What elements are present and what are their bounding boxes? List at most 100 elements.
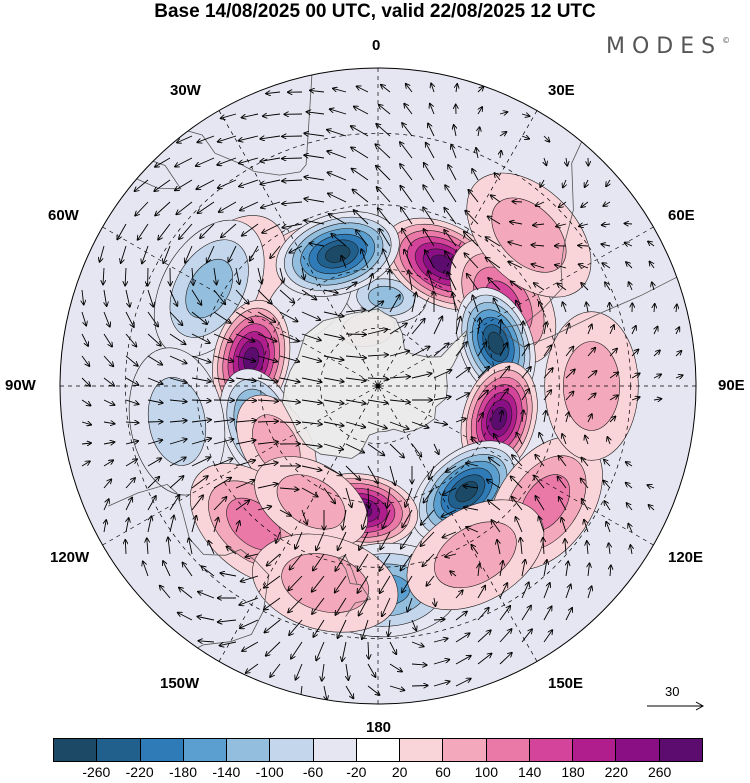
- wind-vector-52: [400, 142, 413, 159]
- wind-vector-196: [467, 274, 479, 291]
- anomaly-contour-9-6: [487, 331, 505, 355]
- anomaly-contour-23-1: [281, 553, 370, 613]
- wind-vector-153: [103, 267, 104, 284]
- longitude-label-120w: 120W: [50, 549, 90, 566]
- wind-vector-164: [361, 249, 369, 269]
- wind-vector-384: [411, 443, 421, 457]
- wind-vector-454: [301, 509, 307, 524]
- wind-vector-480: [316, 531, 325, 550]
- wind-vector-296: [235, 377, 256, 381]
- wind-vector-608: [324, 685, 327, 700]
- wind-vector-350: [213, 420, 234, 422]
- wind-vector-472: [126, 518, 129, 533]
- wind-vector-260: [676, 327, 679, 335]
- wind-vector-331: [389, 400, 410, 402]
- wind-vector-579: [198, 641, 215, 642]
- wind-vector-268: [235, 355, 255, 361]
- polar-stereographic-map[interactable]: [0, 0, 750, 735]
- wind-vector-566: [289, 619, 303, 635]
- wind-vector-177: [650, 262, 655, 269]
- wind-vector-44: [217, 157, 237, 165]
- wind-vector-338: [543, 390, 551, 401]
- wind-vector-91: [352, 190, 369, 203]
- wind-vector-67: [282, 180, 303, 181]
- wind-vector-341: [609, 395, 618, 401]
- wind-vector-12: [263, 114, 281, 116]
- wind-vector-610: [367, 685, 380, 695]
- wind-vector-326: [279, 400, 300, 402]
- anomaly-contour-0-2: [368, 285, 404, 309]
- wind-vector-508: [401, 553, 413, 570]
- wind-vector-200: [557, 283, 567, 291]
- wind-vector-139: [356, 230, 369, 247]
- wind-vector-151: [625, 243, 633, 246]
- wind-vector-298: [279, 377, 300, 382]
- wind-vector-71: [376, 166, 391, 181]
- wind-vector-486: [443, 531, 457, 538]
- wind-vector-576: [521, 606, 531, 621]
- wind-vector-278: [455, 342, 467, 357]
- wind-vector-590: [455, 633, 470, 643]
- wind-vector-237: [169, 333, 186, 344]
- wind-vector-561: [178, 613, 193, 621]
- wind-vector-439: [534, 476, 545, 489]
- wind-vector-453: [279, 509, 291, 516]
- wind-vector-243: [301, 333, 321, 340]
- wind-vector-511: [471, 545, 479, 555]
- wind-vector-18: [404, 104, 413, 115]
- wind-vector-35: [428, 124, 435, 137]
- wind-vector-409: [429, 465, 435, 479]
- wind-vector-292: [147, 377, 163, 384]
- wind-vector-435: [443, 487, 457, 495]
- wind-vector-558: [543, 583, 550, 599]
- parallel-45: [196, 204, 560, 568]
- brand-name: MODES: [606, 34, 723, 59]
- wind-vector-106: [179, 223, 193, 239]
- wind-vector-144: [464, 232, 479, 247]
- wind-vector-348: [169, 421, 187, 423]
- wind-vector-131: [185, 245, 193, 263]
- wind-vector-122: [533, 224, 545, 225]
- wind-vector-369: [81, 443, 91, 444]
- wind-vector-389: [539, 433, 545, 445]
- wind-vector-179: [104, 289, 107, 306]
- wind-vector-463: [488, 500, 501, 511]
- wind-vector-444: [647, 485, 655, 488]
- wind-vector-181: [147, 289, 153, 307]
- parallel-60: [260, 268, 496, 504]
- wind-vector-305: [433, 370, 451, 379]
- wind-vector-72: [400, 164, 413, 181]
- wind-vector-130: [163, 245, 171, 263]
- wind-vector-50: [351, 147, 369, 159]
- wind-vector-355: [323, 421, 344, 426]
- wind-vector-534: [478, 564, 479, 577]
- wind-vector-54: [451, 145, 457, 159]
- wind-vector-394: [103, 460, 113, 467]
- wind-vector-282: [543, 345, 551, 357]
- wind-vector-62: [175, 179, 193, 190]
- wind-vector-411: [466, 463, 479, 466]
- wind-vector-490: [539, 517, 545, 533]
- wind-vector-294: [191, 377, 211, 382]
- wind-vector-388: [516, 433, 523, 445]
- wind-vector-88: [282, 202, 303, 204]
- colorbar-tick-label: -60: [302, 764, 324, 780]
- wind-vector-165: [383, 249, 391, 269]
- wind-vector-582: [266, 641, 281, 656]
- wind-vector-291: [125, 377, 138, 385]
- wind-vector-611: [389, 685, 404, 690]
- wind-vector-470: [649, 505, 655, 511]
- wind-vector-22: [499, 112, 507, 114]
- wind-vector-581: [242, 641, 259, 651]
- parallel-30: [124, 132, 632, 640]
- wind-vector-283: [565, 347, 573, 357]
- wind-vector-99: [536, 202, 545, 206]
- wind-vector-485: [420, 531, 435, 546]
- wind-vector-225: [516, 301, 523, 313]
- wind-vector-228: [586, 302, 588, 313]
- wind-vector-552: [407, 597, 413, 612]
- wind-vector-461: [442, 509, 457, 517]
- longitude-label-90e: 90E: [718, 377, 745, 394]
- colorbar-tick-label: 140: [517, 764, 542, 780]
- wind-vector-418: [626, 462, 633, 466]
